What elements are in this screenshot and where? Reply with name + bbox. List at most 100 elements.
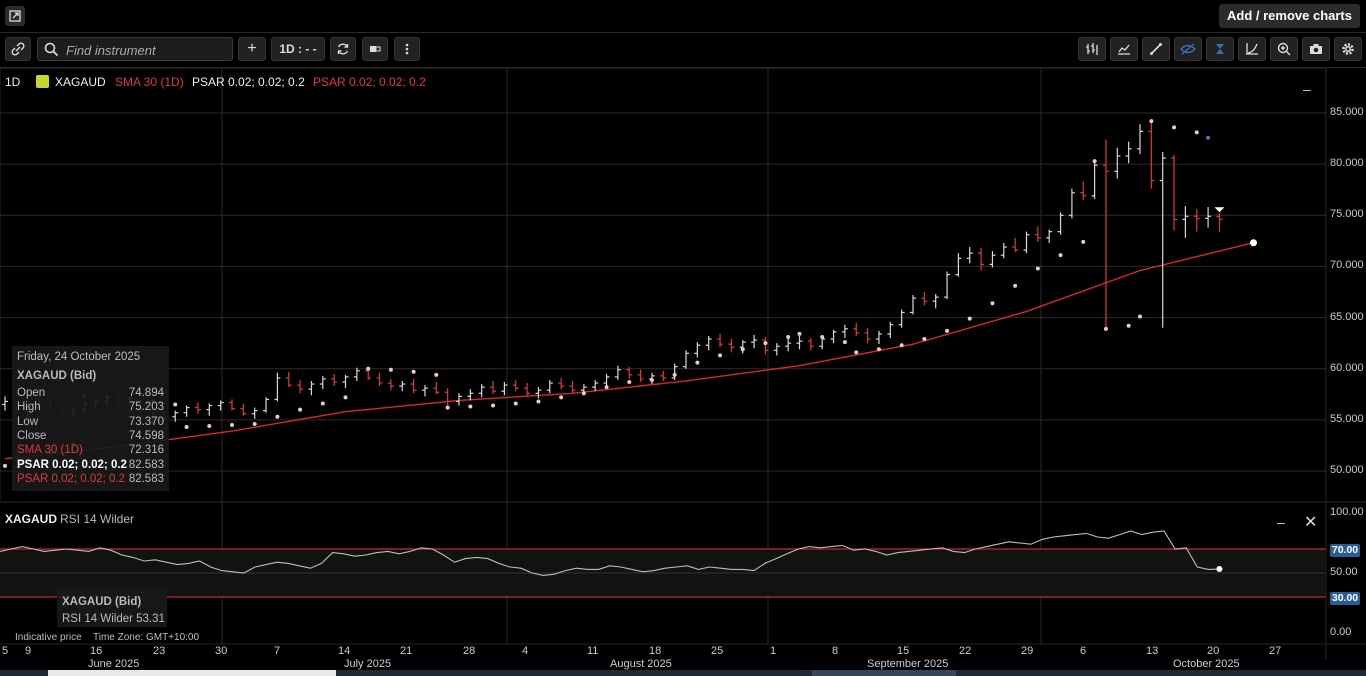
minimize-icon[interactable]: – bbox=[1303, 81, 1311, 97]
psar-dot bbox=[820, 335, 825, 340]
refresh-icon[interactable] bbox=[330, 37, 356, 61]
ohlc-bars-icon[interactable] bbox=[1078, 37, 1106, 61]
ohlc-bar bbox=[376, 372, 383, 387]
psar-dot bbox=[1092, 159, 1097, 164]
ohlc-bar bbox=[921, 292, 928, 306]
hide-drawings-icon[interactable] bbox=[1174, 37, 1202, 61]
psar-dot bbox=[252, 421, 257, 426]
ohlc-bar bbox=[614, 365, 621, 380]
psar-dot bbox=[388, 367, 393, 372]
ohlc-bar bbox=[1216, 213, 1223, 232]
price-chart[interactable] bbox=[0, 68, 1366, 676]
timezone-label: Time Zone: GMT+10:00 bbox=[93, 632, 200, 643]
rsi-minimize-icon[interactable]: – bbox=[1277, 514, 1285, 530]
ohlc-bar bbox=[569, 380, 576, 394]
search-icon bbox=[44, 42, 59, 57]
popout-icon[interactable] bbox=[5, 6, 25, 26]
rsi-last-marker bbox=[1216, 566, 1223, 573]
panel-row: Open 74.894 bbox=[17, 387, 164, 401]
psar-dot bbox=[491, 403, 496, 408]
link-icon[interactable] bbox=[5, 37, 31, 61]
legend-sma[interactable]: SMA 30 (1D) bbox=[115, 75, 184, 89]
ohlc-bar bbox=[410, 378, 417, 394]
interval-selector[interactable]: 1D : - - bbox=[271, 37, 325, 61]
rsi-label[interactable]: RSI 14 Wilder bbox=[60, 512, 135, 526]
panel-row-label: PSAR 0.02; 0.02; 0.2 bbox=[17, 472, 126, 485]
more-options-icon[interactable] bbox=[394, 37, 420, 61]
ohlc-bar bbox=[1205, 207, 1212, 228]
psar-dot bbox=[854, 350, 859, 355]
ohlc-bar bbox=[206, 403, 213, 416]
top-bar: Add / remove charts bbox=[0, 0, 1366, 33]
ohlc-bar bbox=[944, 271, 951, 300]
psar-dot bbox=[1081, 239, 1086, 244]
ohlc-bar bbox=[898, 309, 905, 328]
ohlc-bar bbox=[512, 379, 519, 392]
psar-dot bbox=[1013, 283, 1018, 288]
ohlc-bar bbox=[705, 335, 712, 351]
indicative-price-label: Indicative price bbox=[15, 632, 82, 643]
rsi-close-icon[interactable]: ✕ bbox=[1304, 514, 1318, 531]
ohlc-bar bbox=[1171, 154, 1178, 231]
chart-type-icon[interactable] bbox=[362, 37, 388, 61]
instrument-search[interactable] bbox=[37, 37, 233, 61]
scrollbar-range[interactable] bbox=[812, 670, 956, 676]
ohlc-bar bbox=[660, 370, 667, 381]
panel-row: High 75.203 bbox=[17, 401, 164, 415]
curve-icon[interactable] bbox=[1238, 37, 1266, 61]
ohlc-bar bbox=[1102, 139, 1109, 328]
day-tick-label: 25 bbox=[711, 645, 724, 657]
ohlc-bar bbox=[229, 399, 235, 411]
day-tick-label: 29 bbox=[1021, 645, 1034, 657]
ohlc-bar bbox=[1057, 212, 1064, 235]
day-tick-label: 22 bbox=[959, 645, 972, 657]
psar-dot bbox=[173, 402, 178, 407]
ohlc-bar bbox=[183, 405, 190, 417]
day-tick-label: 23 bbox=[153, 645, 166, 657]
ohlc-bar bbox=[1000, 242, 1007, 259]
panel-row-label: SMA 30 (1D) bbox=[17, 444, 83, 457]
legend-psar-1[interactable]: PSAR 0.02; 0.02; 0.2 bbox=[192, 75, 305, 89]
zoom-icon[interactable] bbox=[1270, 37, 1298, 61]
psar-dot bbox=[899, 343, 904, 348]
ohlc-bar bbox=[841, 324, 848, 339]
legend-symbol[interactable]: XAGAUD bbox=[55, 75, 106, 89]
legend-interval: 1D bbox=[5, 75, 21, 89]
day-tick-label: 8 bbox=[832, 645, 839, 657]
psar-dot bbox=[3, 463, 7, 468]
psar-dot bbox=[536, 399, 541, 404]
add-instrument-button[interactable]: + bbox=[238, 37, 266, 61]
day-tick-label: 4 bbox=[522, 645, 529, 657]
settings-icon[interactable] bbox=[1334, 37, 1362, 61]
ohlc-bar bbox=[773, 343, 780, 356]
panel-row-value: 82.583 bbox=[128, 458, 164, 471]
magnet-icon[interactable] bbox=[1206, 37, 1234, 61]
ohlc-bar bbox=[978, 248, 985, 271]
psar-dot bbox=[718, 353, 723, 358]
ohlc-bar bbox=[240, 403, 247, 416]
add-remove-charts-button[interactable]: Add / remove charts bbox=[1219, 4, 1360, 28]
ohlc-bar bbox=[285, 371, 292, 388]
ohlc-bar bbox=[399, 380, 406, 392]
panel-title: XAGAUD (Bid) bbox=[17, 370, 97, 382]
horizontal-scrollbar[interactable] bbox=[0, 670, 1366, 676]
indicators-icon[interactable] bbox=[1110, 37, 1138, 61]
ohlc-bar bbox=[331, 373, 338, 387]
ohlc-bar bbox=[626, 366, 633, 379]
ohlc-bar bbox=[785, 339, 792, 352]
scrollbar-thumb[interactable] bbox=[48, 670, 336, 676]
legend-psar-2[interactable]: PSAR 0.02; 0.02; 0.2 bbox=[313, 75, 426, 89]
panel-row-value: 74.894 bbox=[128, 387, 164, 399]
search-input[interactable] bbox=[64, 41, 228, 59]
camera-icon[interactable] bbox=[1302, 37, 1330, 61]
draw-line-icon[interactable] bbox=[1142, 37, 1170, 61]
rsi-upper-band-badge: 70.00 bbox=[1330, 544, 1360, 557]
ohlc-bar bbox=[989, 251, 996, 268]
psar-dot bbox=[649, 377, 654, 382]
panel-row: SMA 30 (1D) 72.316 bbox=[17, 444, 164, 458]
price-tick-label: 60.000 bbox=[1330, 361, 1364, 374]
month-label: October 2025 bbox=[1173, 658, 1240, 670]
psar-dot bbox=[695, 360, 700, 365]
ohlc-bar bbox=[932, 294, 939, 309]
price-tick-label: 85.000 bbox=[1330, 106, 1364, 118]
